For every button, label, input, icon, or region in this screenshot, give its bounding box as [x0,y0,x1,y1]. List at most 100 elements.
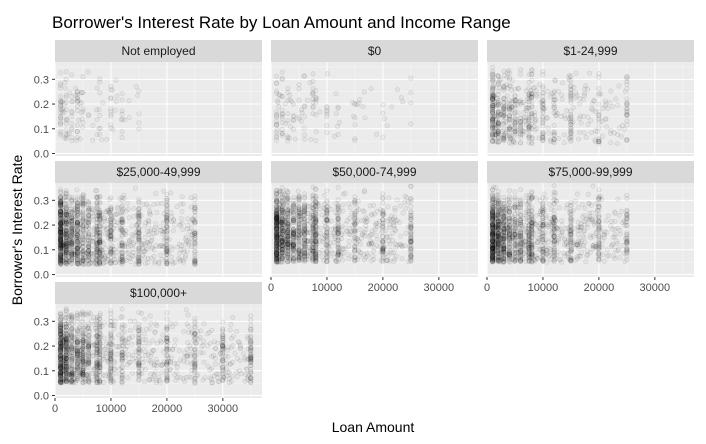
data-point [283,120,289,126]
data-point [119,204,125,210]
data-point [58,128,64,134]
data-point [302,250,308,256]
data-point [73,138,79,144]
data-point [112,107,118,113]
data-point [355,238,361,244]
data-point [74,89,80,95]
data-point [274,138,280,144]
data-point [501,134,507,140]
data-point [310,104,316,110]
data-point [568,138,574,144]
data-point [324,109,330,115]
data-point [568,131,574,137]
data-point [180,227,186,233]
data-point [539,104,545,110]
data-point [279,130,285,136]
data-point [290,212,296,218]
data-point [567,72,573,78]
data-point [514,127,520,133]
data-point [161,243,167,249]
data-point [74,96,80,102]
data-point [495,103,501,109]
data-point [63,100,69,106]
data-point [387,247,393,253]
data-point [551,100,557,106]
data-point [279,69,285,75]
data-point [556,205,562,211]
data-point [126,215,132,221]
data-point [624,74,630,80]
data-point [69,135,75,141]
data-point [551,137,557,143]
data-point [285,227,291,233]
points-layer [58,69,142,144]
data-point [624,112,630,118]
data-point [126,98,132,104]
data-point [352,136,358,142]
data-point [74,128,80,134]
data-point [507,83,513,89]
data-point [567,112,573,118]
data-point [58,115,64,121]
data-point [373,131,379,137]
data-point [529,190,535,196]
data-point [495,134,501,140]
data-point [510,110,516,116]
data-point [381,116,387,122]
data-point [506,119,512,125]
data-point [605,213,611,219]
data-point [551,105,557,111]
data-point [494,113,500,119]
data-point [329,248,335,254]
data-point [496,110,502,116]
data-point [347,215,353,221]
data-point [69,220,75,226]
data-point [495,119,501,125]
data-point [408,100,414,106]
data-point [97,113,103,119]
data-point [380,234,386,240]
data-point [274,255,280,261]
data-point [610,104,616,110]
data-point [324,254,330,260]
data-point [526,127,532,133]
data-point [602,103,608,109]
data-point [100,260,106,266]
data-point [490,107,496,113]
data-point [495,109,501,115]
facet-panel: $1-24,999 [486,40,694,156]
y-tick-label: 0.2 [34,99,49,111]
data-point [490,91,496,97]
data-point [190,232,196,238]
data-point [186,240,192,246]
data-point [119,108,125,114]
data-point [561,113,567,119]
data-point [596,109,602,115]
data-point [490,127,496,133]
data-point [526,117,532,123]
data-point [274,191,280,197]
data-point [108,87,114,93]
data-point [530,85,536,91]
data-point [612,209,618,215]
data-point [553,108,559,114]
data-point [492,129,498,135]
data-point [493,132,499,138]
data-point [501,118,507,124]
data-point [121,230,127,236]
data-point [63,116,69,122]
data-point [490,101,496,107]
data-point [496,139,502,145]
data-point [310,212,316,218]
data-point [400,210,406,216]
data-point [179,209,185,215]
data-point [512,125,518,131]
data-point [490,124,496,130]
data-point [74,248,80,254]
data-point [290,216,296,222]
data-point [90,137,96,143]
data-point [108,83,114,89]
data-point [513,98,519,104]
data-point [494,138,500,144]
